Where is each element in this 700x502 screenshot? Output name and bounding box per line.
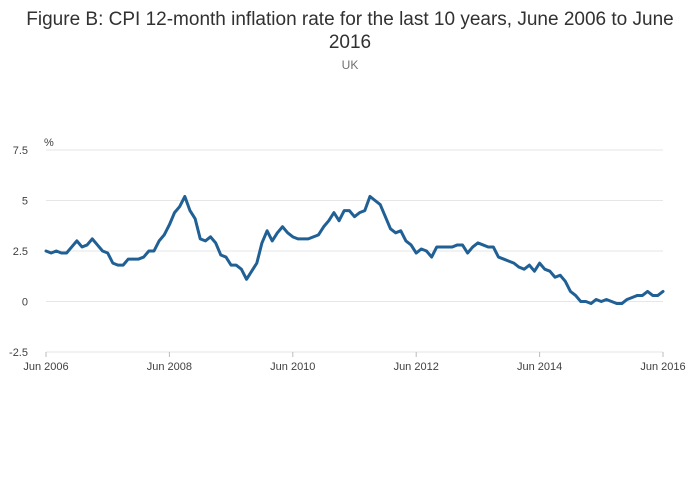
x-tick-label: Jun 2016 xyxy=(640,361,685,373)
x-tick-label: Jun 2008 xyxy=(147,361,192,373)
chart-title-line-1: Figure B: CPI 12-month inflation rate fo… xyxy=(26,9,674,30)
y-axis: -2.5 0 2.5 5 7.5 xyxy=(9,145,28,359)
x-tick-label: Jun 2012 xyxy=(394,361,439,373)
series-line xyxy=(44,194,665,306)
x-tick-label: Jun 2014 xyxy=(517,361,562,373)
gridlines xyxy=(46,149,663,353)
y-tick-label: 7.5 xyxy=(13,145,28,157)
x-tick-label: Jun 2006 xyxy=(23,361,68,373)
y-tick-label: 5 xyxy=(22,196,28,208)
plot-area xyxy=(44,194,665,306)
chart-subtitle: UK xyxy=(341,58,359,72)
y-tick-label: 0 xyxy=(22,297,28,309)
x-tick-label: Jun 2010 xyxy=(270,361,315,373)
y-axis-unit-label: % xyxy=(44,137,54,149)
x-axis: Jun 2006 Jun 2008 Jun 2010 Jun 2012 Jun 2014… xyxy=(23,352,686,373)
chart-title-line-2: 2016 xyxy=(328,32,372,53)
y-tick-label: 2.5 xyxy=(13,246,28,258)
chart-title: Figure B: CPI 12-month inflation rate fo… xyxy=(0,8,700,54)
y-tick-label: -2.5 xyxy=(9,347,28,359)
